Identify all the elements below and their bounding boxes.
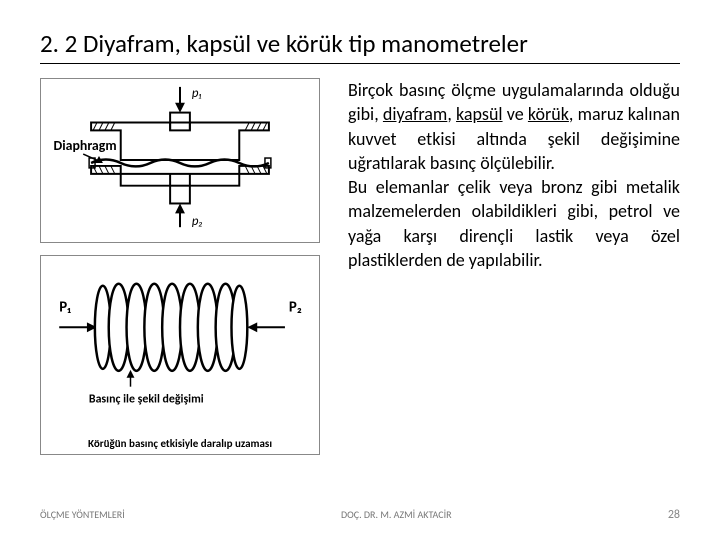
footer: ÖLÇME YÖNTEMLERİ DOÇ. DR. M. AZMİ AKTACİ… xyxy=(40,508,680,522)
paragraph-1: Birçok basınç ölçme uygulamalarında oldu… xyxy=(348,78,680,175)
diaphragm-svg: p₁ xyxy=(41,79,319,242)
text-span: ve xyxy=(503,103,528,125)
page-title: 2. 2 Diyafram, kapsül ve körük tip manom… xyxy=(40,28,680,64)
p-top-label: p₁ xyxy=(192,86,202,101)
figure-bellows: P₁ P₂ xyxy=(40,255,320,455)
p-bot-label: p₂ xyxy=(192,214,203,229)
p2-label: P₂ xyxy=(289,297,302,315)
footer-center: DOÇ. DR. M. AZMİ AKTACİR xyxy=(341,508,452,522)
content-area: p₁ xyxy=(40,78,680,490)
figures-column: p₁ xyxy=(40,78,320,490)
figure-diaphragm: p₁ xyxy=(40,78,320,243)
paragraph-2: Bu elemanlar çelik veya bronz gibi metal… xyxy=(348,175,680,272)
page-number: 28 xyxy=(668,508,680,522)
p1-label: P₁ xyxy=(59,297,71,315)
bellows-caption: Körüğün basınç etkisiyle daralıp uzaması xyxy=(41,437,319,450)
body-text: Birçok basınç ölçme uygulamalarında oldu… xyxy=(320,78,680,490)
footer-left: ÖLÇME YÖNTEMLERİ xyxy=(40,508,125,522)
text-span: , xyxy=(447,103,456,125)
underline-koruk: körük xyxy=(528,103,569,125)
bellows-svg: P₁ P₂ xyxy=(41,256,319,454)
underline-diyafram: diyafram xyxy=(383,103,447,125)
sub-caption: Basınç ile şekil değişimi xyxy=(89,393,204,407)
underline-kapsul: kapsül xyxy=(456,103,503,125)
diaphragm-label: Diaphragm xyxy=(54,137,117,154)
